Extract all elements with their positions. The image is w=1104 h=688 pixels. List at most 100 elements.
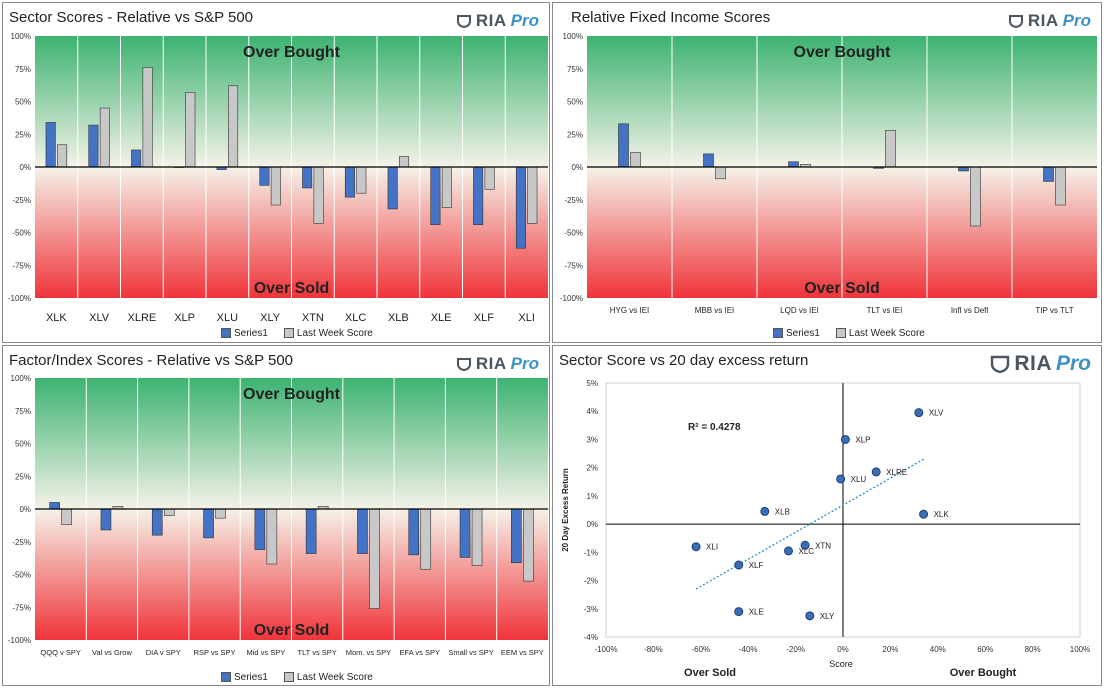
y-axis-title: 20 Day Excess Return (561, 468, 570, 552)
bar-series1-xlv (88, 124, 99, 168)
x-category-label: XTN (302, 312, 324, 324)
bar-last-week-tlt-vs-iei (885, 130, 896, 168)
bar-last-week-xtn (313, 166, 324, 224)
bar-series1-xlc (344, 166, 355, 198)
point-xlc (783, 546, 793, 556)
over-sold-label: Over Sold (804, 280, 880, 297)
bar-last-week-infl-vs-defl (970, 166, 981, 227)
panel-title: Sector Score vs 20 day excess return (559, 352, 809, 369)
x-category-label: DIA v SPY (146, 648, 181, 657)
bar-series1-hyg-vs-iei (618, 123, 629, 168)
ria-pro-logo: RIA Pro (456, 11, 539, 31)
bar-last-week-xlc (356, 166, 367, 194)
legend-last-week: Last Week Score (283, 672, 373, 683)
over-bought-label: Over Bought (243, 44, 341, 61)
y-tick-label: 75% (15, 407, 31, 416)
y-tick-label: -100% (8, 636, 31, 645)
y-tick-label: -2% (584, 577, 598, 586)
point-xlf (734, 560, 744, 570)
bar-series1-xtn (302, 166, 313, 189)
x-category-label: EFA vs SPY (400, 648, 440, 657)
bar-series1-rsp-vs-spy (203, 508, 214, 539)
y-tick-label: 0% (19, 505, 31, 514)
bar-series1-mid-vs-spy (254, 508, 266, 550)
y-tick-label: 0% (19, 163, 31, 172)
bar-last-week-tip-vs-tlt (1055, 166, 1066, 206)
y-tick-label: -4% (584, 633, 598, 642)
ria-pro-logo: RIA Pro (456, 354, 539, 374)
x-category-label: QQQ v SPY (40, 648, 80, 657)
logo-ria: RIA (1027, 11, 1059, 30)
x-tick-label: 80% (1025, 645, 1041, 654)
bar-last-week-xlb (399, 156, 410, 168)
x-category-label: LQD vs IEI (780, 306, 819, 315)
bar-series1-small-vs-spy (459, 508, 471, 558)
factor-index-chart: 100% 75% 50% 25% 0% -25% -50% -75% -100% Over Bou… (8, 374, 548, 657)
x-tick-label: -80% (644, 645, 663, 654)
y-tick-label: 4% (586, 407, 598, 416)
x-tick-label: -20% (786, 645, 805, 654)
y-tick-label: 25% (15, 130, 31, 139)
x-tick-label: 100% (1070, 645, 1090, 654)
bar-last-week-xli (527, 166, 538, 224)
panel-title: Relative Fixed Income Scores (571, 9, 771, 26)
x-category-label: RSP vs SPY (194, 648, 236, 657)
bar-series1-xlre (131, 149, 142, 168)
legend-series1: Series1 (221, 328, 268, 339)
y-tick-label: 0% (571, 163, 583, 172)
sector-scores-chart: 100% 75% 50% 25% 0% -25% -50% -75% -100% Over Bou… (8, 32, 548, 324)
bar-last-week-eem-vs-spy (523, 508, 534, 582)
over-bought-label: Over Bought (243, 386, 341, 403)
ria-pro-logo: RIA Pro (1008, 11, 1091, 31)
bar-series1-dia-v-spy (151, 508, 163, 536)
shield-icon (456, 15, 471, 28)
bar-series1-xly (259, 166, 270, 186)
x-category-label: XLRE (128, 312, 157, 324)
bar-series1-xlb (387, 166, 398, 210)
panel-title: Factor/Index Scores - Relative vs S&P 50… (9, 352, 294, 369)
bar-series1-xle (430, 166, 441, 225)
legend-last-week: Last Week Score (835, 328, 925, 339)
point-xtn (800, 540, 810, 550)
x-tick-label: -60% (691, 645, 710, 654)
point-label: XLRE (886, 468, 907, 477)
x-category-label: XLI (518, 312, 535, 324)
y-tick-label: 25% (15, 472, 31, 481)
x-tick-label: 20% (882, 645, 898, 654)
y-tick-label: -25% (12, 196, 31, 205)
y-tick-label: -50% (12, 571, 31, 580)
x-category-label: XLB (388, 312, 409, 324)
logo-pro: Pro (510, 11, 539, 30)
logo-pro: Pro (510, 354, 539, 373)
y-tick-label: 100% (11, 32, 31, 41)
shield-icon (1008, 15, 1023, 28)
point-label: XLF (749, 561, 764, 570)
y-tick-label: -1% (584, 548, 598, 557)
over-sold-label: Over Sold (254, 280, 330, 297)
bar-series1-efa-vs-spy (408, 508, 420, 556)
y-tick-label: -75% (12, 261, 31, 270)
x-category-label: Mom. vs SPY (346, 648, 391, 657)
y-tick-label: 1% (586, 492, 598, 501)
chart-legend: Series1 Last Week Score (221, 328, 373, 339)
over-bought-label: Over Bought (794, 44, 892, 61)
x-category-label: TIP vs TLT (1035, 306, 1073, 315)
bar-series1-tip-vs-tlt (1043, 166, 1054, 182)
y-tick-label: 50% (15, 440, 31, 449)
sector-scores-panel: Sector Scores - Relative vs S&P 500 RIA P… (2, 2, 550, 343)
x-category-label: EEM vs SPY (501, 648, 544, 657)
bar-series1-mbb-vs-iei (703, 153, 714, 168)
point-label: XLB (775, 507, 790, 516)
bar-last-week-xlu (228, 85, 239, 168)
shield-icon (991, 355, 1010, 373)
y-tick-label: -100% (560, 294, 583, 303)
logo-pro: Pro (1062, 11, 1091, 30)
bar-last-week-xlk (57, 144, 68, 168)
y-tick-label: 5% (586, 379, 598, 388)
x-tick-label: 60% (977, 645, 993, 654)
point-label: XLK (934, 510, 950, 519)
y-tick-label: 100% (11, 374, 31, 383)
point-xlb (760, 506, 770, 516)
scatter-panel: Sector Score vs 20 day excess return RIA… (552, 345, 1102, 686)
point-xle (734, 607, 744, 617)
